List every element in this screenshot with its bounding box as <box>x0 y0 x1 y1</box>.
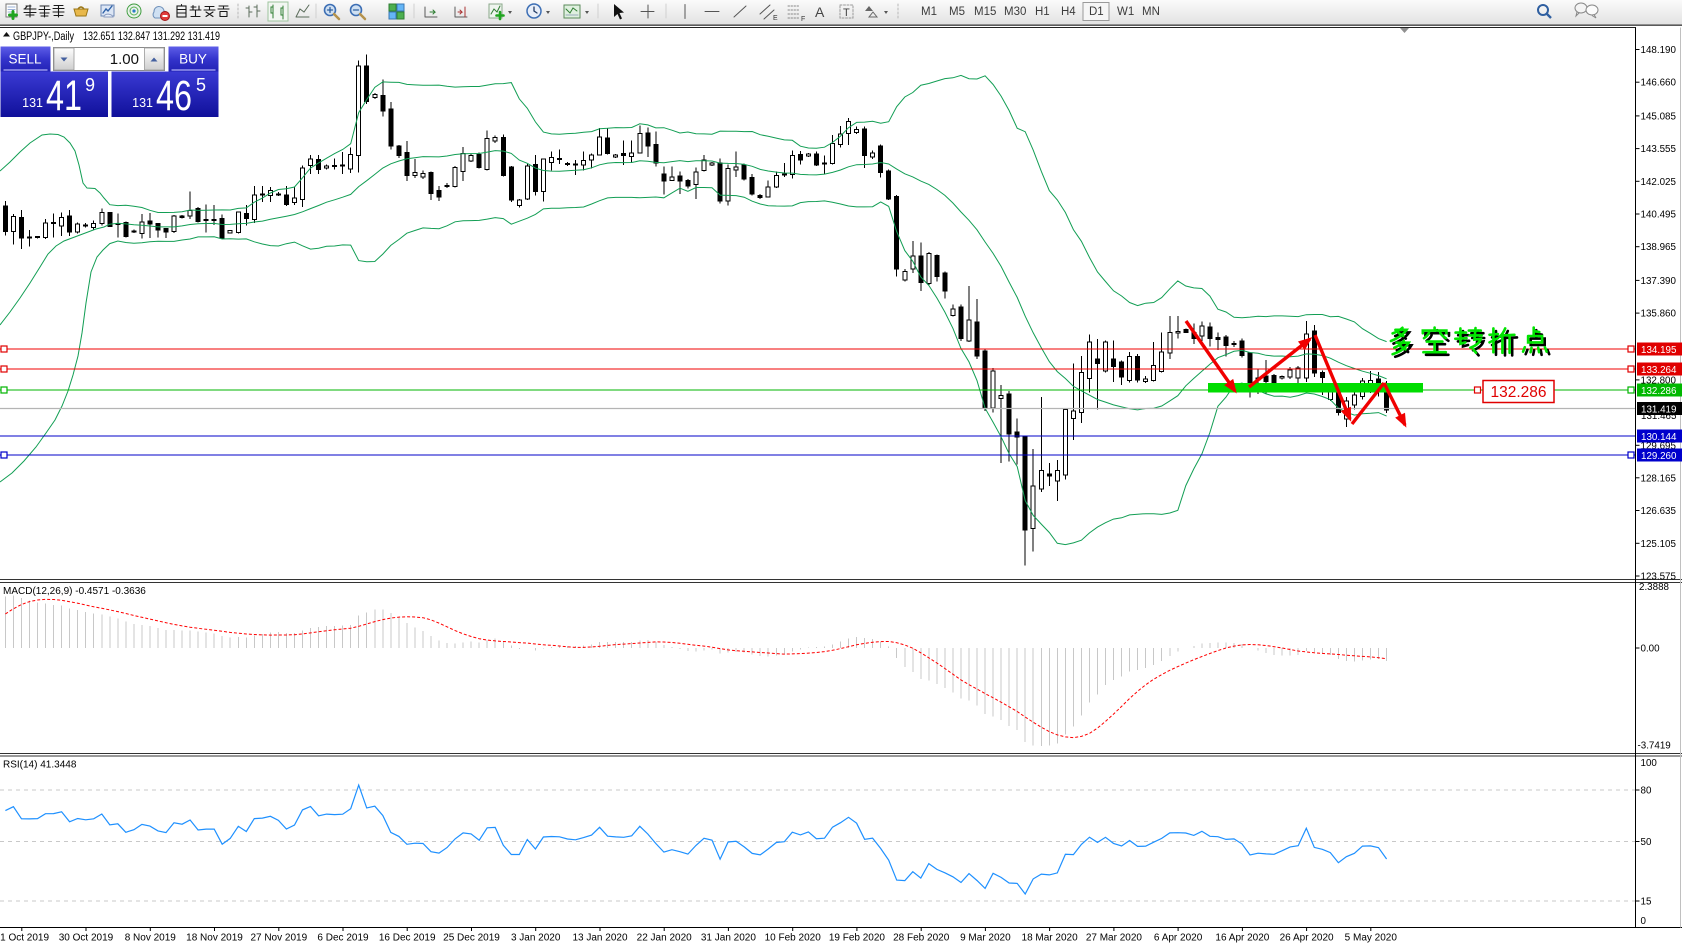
svg-text:131.419: 131.419 <box>1641 404 1676 415</box>
svg-text:125.105: 125.105 <box>1641 539 1677 550</box>
svg-text:8 Nov 2019: 8 Nov 2019 <box>125 933 177 944</box>
svg-text:18 Nov 2019: 18 Nov 2019 <box>186 933 243 944</box>
svg-text:22 Jan 2020: 22 Jan 2020 <box>637 933 692 944</box>
svg-text:6 Apr 2020: 6 Apr 2020 <box>1154 933 1203 944</box>
svg-text:128.165: 128.165 <box>1641 473 1677 484</box>
svg-text:2.3888: 2.3888 <box>1639 582 1670 593</box>
svg-text:129.260: 129.260 <box>1641 451 1677 462</box>
svg-text:M5: M5 <box>949 6 965 18</box>
svg-text:13 Jan 2020: 13 Jan 2020 <box>572 933 627 944</box>
svg-text:135.860: 135.860 <box>1641 309 1677 320</box>
svg-text:H4: H4 <box>1061 6 1076 18</box>
svg-text:27 Nov 2019: 27 Nov 2019 <box>250 933 307 944</box>
svg-text:A: A <box>815 4 825 20</box>
svg-text:129.695: 129.695 <box>1641 441 1677 452</box>
svg-text:123.575: 123.575 <box>1641 572 1677 583</box>
svg-text:9: 9 <box>85 75 95 95</box>
svg-text:140.495: 140.495 <box>1641 210 1677 221</box>
svg-text:10 Feb 2020: 10 Feb 2020 <box>765 933 822 944</box>
svg-text:131: 131 <box>132 96 153 110</box>
svg-text:142.025: 142.025 <box>1641 177 1677 188</box>
svg-text:21 Oct 2019: 21 Oct 2019 <box>0 933 49 944</box>
svg-text:D1: D1 <box>1089 6 1104 18</box>
svg-text:130.144: 130.144 <box>1641 432 1677 443</box>
svg-text:16 Apr 2020: 16 Apr 2020 <box>1215 933 1269 944</box>
svg-text:132.286: 132.286 <box>1641 386 1677 397</box>
svg-text:30 Oct 2019: 30 Oct 2019 <box>59 933 114 944</box>
svg-text:19 Feb 2020: 19 Feb 2020 <box>829 933 886 944</box>
svg-text:132.800: 132.800 <box>1641 375 1677 386</box>
svg-text:9 Mar 2020: 9 Mar 2020 <box>960 933 1011 944</box>
svg-text:100: 100 <box>1641 758 1658 769</box>
svg-text:132.651 132.847 131.292 131.41: 132.651 132.847 131.292 131.419 <box>83 31 220 43</box>
svg-text:18 Mar 2020: 18 Mar 2020 <box>1022 933 1079 944</box>
svg-text:M1: M1 <box>921 6 937 18</box>
svg-text:W1: W1 <box>1117 6 1134 18</box>
svg-text:80: 80 <box>1641 786 1652 797</box>
svg-text:M15: M15 <box>974 6 996 18</box>
svg-text:27 Mar 2020: 27 Mar 2020 <box>1086 933 1143 944</box>
svg-text:146.660: 146.660 <box>1641 78 1677 89</box>
svg-text:16 Dec 2019: 16 Dec 2019 <box>379 933 436 944</box>
svg-text:MACD(12,26,9) -0.4571 -0.3636: MACD(12,26,9) -0.4571 -0.3636 <box>3 586 146 597</box>
svg-text:145.085: 145.085 <box>1641 111 1677 122</box>
svg-text:SELL: SELL <box>8 52 42 67</box>
svg-text:131.465: 131.465 <box>1641 411 1677 422</box>
svg-text:0.00: 0.00 <box>1641 644 1661 655</box>
svg-text:50: 50 <box>1641 837 1652 848</box>
svg-text:E: E <box>773 15 778 22</box>
svg-text:RSI(14) 41.3448: RSI(14) 41.3448 <box>3 760 77 771</box>
svg-text:148.190: 148.190 <box>1641 45 1677 56</box>
svg-text:T: T <box>843 7 850 19</box>
svg-text:5: 5 <box>196 75 206 95</box>
svg-text:126.635: 126.635 <box>1641 506 1677 517</box>
svg-text:133.264: 133.264 <box>1641 365 1677 376</box>
svg-text:25 Dec 2019: 25 Dec 2019 <box>443 933 500 944</box>
svg-text:143.555: 143.555 <box>1641 144 1677 155</box>
svg-text:41: 41 <box>46 72 82 120</box>
svg-text:134.195: 134.195 <box>1641 345 1677 356</box>
svg-text:137.390: 137.390 <box>1641 276 1677 287</box>
svg-text:3 Jan 2020: 3 Jan 2020 <box>511 933 561 944</box>
svg-text:15: 15 <box>1641 897 1652 908</box>
svg-text:-3.7419: -3.7419 <box>1638 741 1671 752</box>
svg-text:132.286: 132.286 <box>1490 384 1546 401</box>
svg-text:GBPJPY-,Daily: GBPJPY-,Daily <box>13 31 74 43</box>
svg-text:28 Feb 2020: 28 Feb 2020 <box>893 933 950 944</box>
svg-text:BUY: BUY <box>179 52 207 67</box>
svg-text:5 May 2020: 5 May 2020 <box>1345 933 1398 944</box>
svg-text:1.00: 1.00 <box>110 51 139 68</box>
svg-text:31 Jan 2020: 31 Jan 2020 <box>701 933 756 944</box>
svg-text:46: 46 <box>156 72 192 120</box>
svg-text:138.965: 138.965 <box>1641 242 1677 253</box>
svg-text:131: 131 <box>22 96 43 110</box>
svg-text:6 Dec 2019: 6 Dec 2019 <box>317 933 369 944</box>
svg-text:0: 0 <box>1641 916 1647 927</box>
svg-text:MN: MN <box>1142 6 1160 18</box>
svg-text:F: F <box>801 16 805 23</box>
svg-text:26 Apr 2020: 26 Apr 2020 <box>1280 933 1334 944</box>
svg-text:H1: H1 <box>1035 6 1050 18</box>
svg-text:M30: M30 <box>1004 6 1026 18</box>
